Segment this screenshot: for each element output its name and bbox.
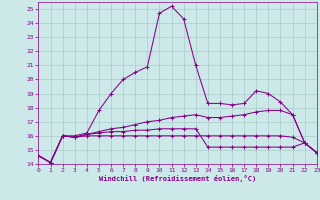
X-axis label: Windchill (Refroidissement éolien,°C): Windchill (Refroidissement éolien,°C): [99, 175, 256, 182]
